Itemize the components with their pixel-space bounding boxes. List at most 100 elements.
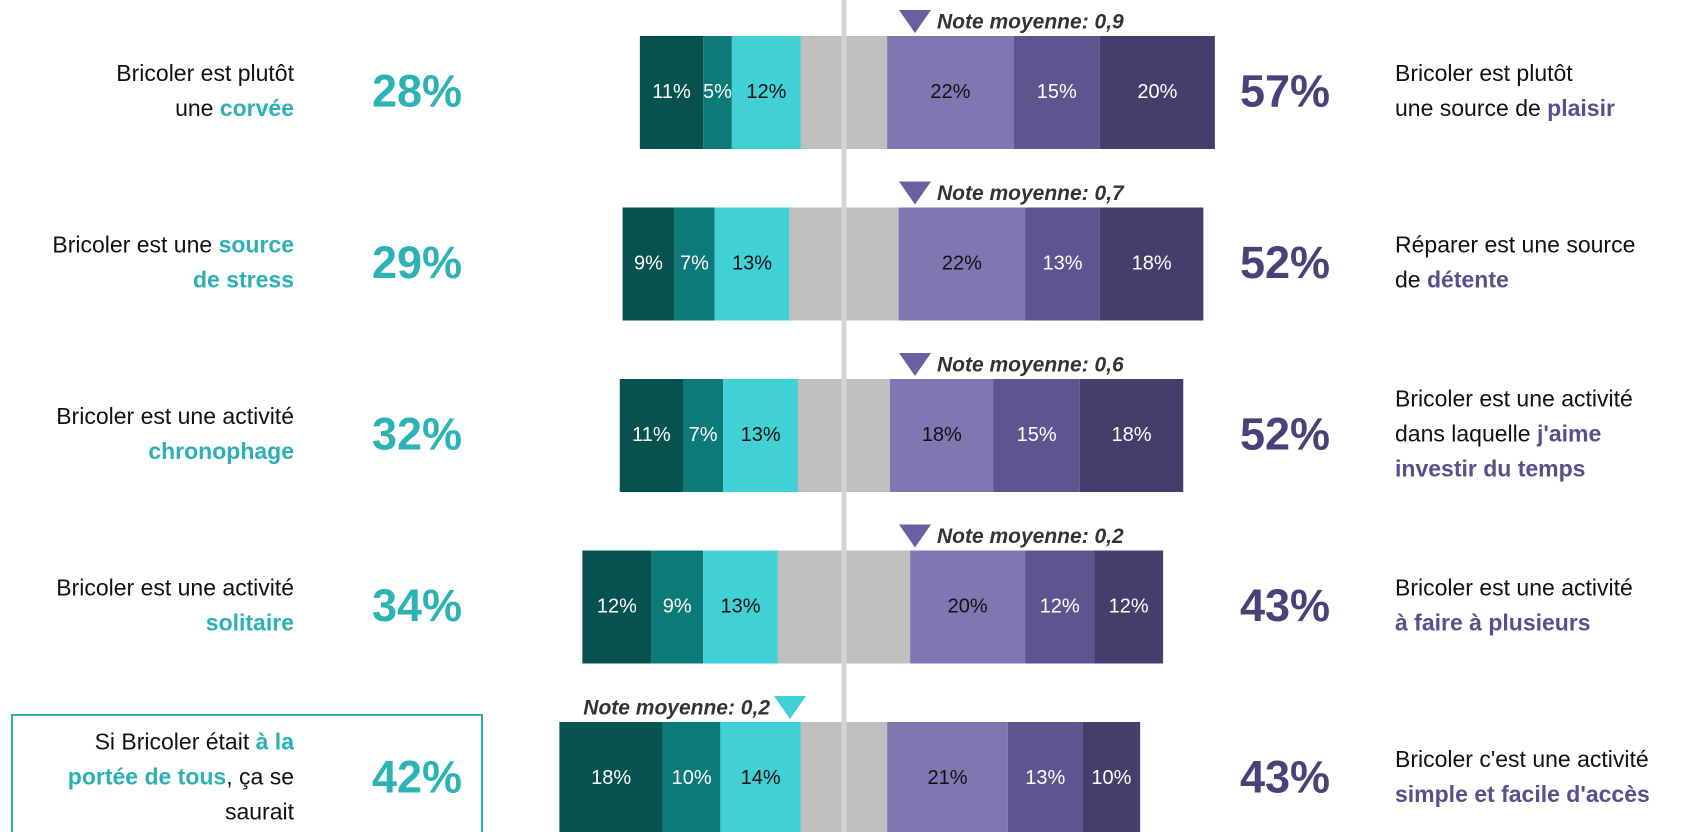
segment-label: 12% — [746, 81, 786, 103]
segment-label: 11% — [632, 424, 671, 446]
text-run: simple et facile d'accès — [1395, 781, 1650, 807]
left-statement: solitaire — [206, 610, 294, 636]
bar-segment — [1025, 207, 1100, 321]
left-statement: chronophage — [148, 438, 294, 464]
segment-label: 20% — [948, 595, 988, 617]
right-statement: Bricoler est une activité — [1395, 386, 1633, 412]
left-statement: de stress — [193, 267, 294, 293]
segment-label: 22% — [930, 81, 970, 103]
left-total: 29% — [372, 237, 462, 288]
segment-label: 13% — [741, 424, 781, 446]
left-statement: Si Bricoler était à la — [95, 729, 295, 755]
left-statement: Bricoler est plutôt — [116, 60, 294, 86]
mean-marker — [899, 181, 931, 205]
left-total: 32% — [372, 408, 462, 459]
segment-label: 22% — [942, 252, 982, 274]
segment-label: 13% — [720, 595, 760, 617]
segment-label: 13% — [1025, 767, 1065, 789]
text-run: Bricoler est une activité — [1395, 386, 1633, 412]
left-total: 34% — [372, 580, 462, 631]
highlight-box — [11, 714, 483, 832]
segment-label: 15% — [1037, 81, 1077, 103]
text-run: solitaire — [206, 610, 294, 636]
right-statement: de détente — [1395, 267, 1509, 293]
mean-label: Note moyenne: 0,9 — [937, 11, 1124, 34]
right-total: 52% — [1240, 237, 1330, 288]
mean-label: Note moyenne: 0,2 — [583, 697, 770, 720]
right-statement: Réparer est une source — [1395, 232, 1635, 258]
left-total: 28% — [372, 65, 462, 116]
segment-label: 12% — [1040, 595, 1080, 617]
right-statement: Bricoler est une activité — [1395, 575, 1633, 601]
text-run: portée de tous — [68, 764, 226, 790]
right-total: 57% — [1240, 65, 1330, 116]
bar-segment — [993, 379, 1080, 492]
bar-segment — [731, 36, 801, 149]
segment-label: 12% — [1109, 595, 1149, 617]
segment-label: 13% — [732, 252, 772, 274]
text-run: Réparer est une source — [1395, 232, 1635, 258]
left-statement: portée de tous, ça se — [68, 764, 294, 790]
segment-label: 20% — [1137, 81, 1177, 103]
text-run: Bricoler est plutôt — [116, 60, 294, 86]
segment-label: 7% — [680, 252, 709, 274]
mean-label: Note moyenne: 0,6 — [937, 354, 1124, 377]
bar-segment — [714, 207, 790, 321]
bar-segment — [582, 550, 652, 664]
bar-segment — [1082, 722, 1141, 832]
segment-label: 11% — [652, 81, 691, 103]
right-statement: simple et facile d'accès — [1395, 781, 1650, 807]
mean-marker — [899, 10, 931, 33]
text-run: plaisir — [1547, 95, 1615, 121]
segment-label: 5% — [703, 81, 732, 103]
bar-segment — [651, 550, 704, 664]
text-run: de — [1395, 267, 1427, 293]
segment-label: 15% — [1017, 424, 1057, 446]
right-statement: une source de plaisir — [1395, 95, 1615, 121]
right-statement: investir du temps — [1395, 456, 1585, 482]
text-run: Bricoler est une activité — [1395, 575, 1633, 601]
mean-marker — [899, 353, 931, 376]
segment-label: 18% — [1132, 252, 1172, 274]
left-statement: Bricoler est une activité — [56, 575, 294, 601]
segment-label: 21% — [927, 767, 967, 789]
bar-segment — [674, 207, 715, 321]
text-run: j'aime — [1536, 421, 1601, 447]
text-run: , ça se — [226, 764, 294, 790]
segment-label: 10% — [672, 767, 712, 789]
text-run: Bricoler est une activité — [56, 575, 294, 601]
segment-label: 9% — [634, 252, 663, 274]
bar-segment — [1025, 550, 1095, 664]
mean-marker — [899, 524, 931, 548]
right-statement: Bricoler est plutôt — [1395, 60, 1573, 86]
text-run: corvée — [220, 95, 294, 121]
bar-segment — [559, 722, 663, 832]
bar-segment — [1007, 722, 1083, 832]
mean-label: Note moyenne: 0,2 — [937, 525, 1124, 548]
bar-segment — [703, 36, 732, 149]
bar-segment — [639, 36, 704, 149]
left-statement: Bricoler est une activité — [56, 403, 294, 429]
left-statement: Bricoler est une source — [52, 232, 294, 258]
bar-segment — [720, 722, 801, 832]
bar-segment — [887, 36, 1014, 149]
left-total: 42% — [372, 751, 462, 802]
mean-marker — [774, 696, 806, 719]
bar-segment — [898, 207, 1026, 321]
left-statement: saurait — [225, 799, 295, 825]
left-statement: une corvée — [175, 95, 294, 121]
bar-segment — [662, 722, 721, 832]
bar-segment — [1094, 550, 1164, 664]
text-run: Bricoler est une activité — [56, 403, 294, 429]
segment-label: 13% — [1042, 252, 1082, 274]
text-run: source — [219, 232, 294, 258]
text-run: chronophage — [148, 438, 294, 464]
segment-label: 10% — [1091, 767, 1131, 789]
bar-segment — [703, 550, 778, 664]
bar-segment — [622, 207, 675, 321]
text-run: à la — [256, 729, 295, 755]
segment-label: 12% — [597, 595, 637, 617]
segment-label: 18% — [591, 767, 631, 789]
